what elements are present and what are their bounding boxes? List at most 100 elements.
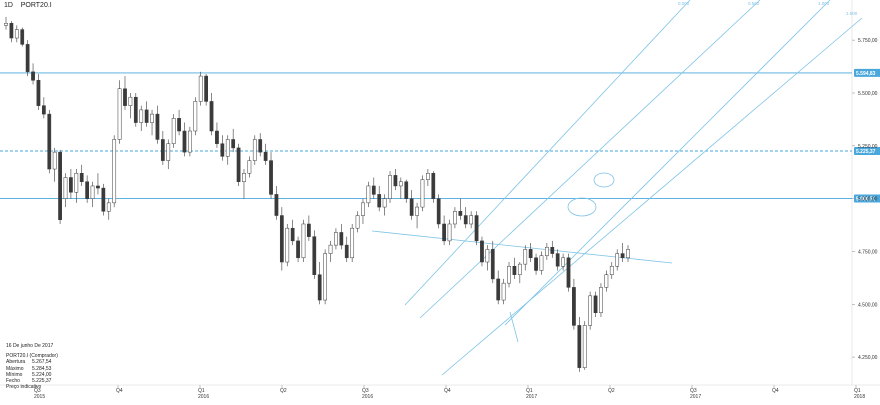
candle-body[interactable]	[534, 257, 538, 271]
candle-body[interactable]	[436, 198, 441, 225]
highlight-ellipse[interactable]	[567, 197, 597, 217]
candle-body[interactable]	[334, 232, 338, 246]
candle-body[interactable]	[323, 253, 327, 301]
candle-body[interactable]	[555, 253, 560, 267]
candle-body[interactable]	[620, 253, 625, 259]
candle-body[interactable]	[209, 101, 214, 132]
candle-body[interactable]	[409, 198, 414, 216]
candle-body[interactable]	[269, 160, 273, 195]
candle-body[interactable]	[63, 177, 68, 199]
candle-body[interactable]	[609, 265, 614, 275]
candle-body[interactable]	[182, 130, 187, 153]
candle-body[interactable]	[458, 211, 463, 216]
candle-body[interactable]	[74, 173, 79, 193]
candle-body[interactable]	[469, 215, 474, 225]
candle-body[interactable]	[501, 282, 506, 301]
candle-body[interactable]	[366, 185, 371, 204]
candle-body[interactable]	[258, 139, 263, 153]
trend-line[interactable]	[509, 311, 519, 343]
candle-body[interactable]	[528, 249, 533, 259]
candle-body[interactable]	[225, 139, 230, 157]
candle-body[interactable]	[58, 151, 62, 221]
candle-body[interactable]	[123, 88, 127, 106]
candle-body[interactable]	[344, 244, 349, 259]
candle-body[interactable]	[350, 227, 355, 259]
candle-body[interactable]	[339, 232, 344, 246]
candle-body[interactable]	[36, 80, 41, 106]
candle-body[interactable]	[112, 139, 117, 204]
candle-body[interactable]	[242, 173, 246, 182]
symbol-label[interactable]: PORT20.I	[20, 2, 52, 9]
fan-line[interactable]	[441, 17, 863, 376]
candle-body[interactable]	[231, 139, 236, 149]
candle-body[interactable]	[155, 113, 160, 140]
candle-body[interactable]	[517, 263, 522, 275]
candle-body[interactable]	[474, 215, 479, 242]
candle-body[interactable]	[41, 105, 46, 115]
candle-body[interactable]	[604, 274, 609, 288]
fan-line[interactable]	[504, 0, 831, 326]
candle-body[interactable]	[128, 96, 133, 106]
candle-body[interactable]	[431, 173, 436, 199]
candle-body[interactable]	[79, 173, 84, 182]
candle-body[interactable]	[198, 75, 203, 102]
candle-body[interactable]	[626, 249, 630, 259]
candle-body[interactable]	[52, 151, 57, 170]
candle-body[interactable]	[355, 215, 360, 229]
candle-body[interactable]	[290, 227, 295, 242]
candle-body[interactable]	[69, 177, 73, 193]
candle-body[interactable]	[512, 265, 517, 275]
candle-body[interactable]	[382, 198, 387, 208]
candle-body[interactable]	[588, 295, 593, 326]
candle-body[interactable]	[404, 181, 409, 199]
candle-body[interactable]	[160, 139, 165, 161]
candle-body[interactable]	[523, 249, 528, 265]
candle-body[interactable]	[4, 22, 8, 26]
candle-body[interactable]	[599, 287, 603, 313]
candle-body[interactable]	[96, 185, 100, 189]
candle-body[interactable]	[9, 22, 14, 39]
candle-body[interactable]	[490, 249, 495, 280]
candle-body[interactable]	[447, 223, 452, 242]
candle-body[interactable]	[539, 255, 544, 271]
candle-body[interactable]	[442, 223, 446, 242]
candle-body[interactable]	[177, 118, 181, 132]
highlight-ellipse[interactable]	[593, 172, 615, 188]
candle-body[interactable]	[106, 202, 111, 212]
candle-body[interactable]	[415, 206, 419, 216]
candle-body[interactable]	[361, 202, 365, 216]
candle-body[interactable]	[47, 113, 52, 170]
candle-body[interactable]	[301, 223, 306, 259]
candle-body[interactable]	[317, 274, 322, 301]
candle-body[interactable]	[393, 175, 398, 187]
candle-body[interactable]	[220, 143, 225, 157]
candle-body[interactable]	[296, 240, 300, 259]
candle-body[interactable]	[252, 139, 257, 161]
candle-body[interactable]	[561, 257, 565, 267]
candle-body[interactable]	[550, 246, 555, 254]
fan-line[interactable]	[404, 0, 691, 306]
candle-body[interactable]	[247, 160, 252, 174]
candle-body[interactable]	[453, 211, 457, 225]
candle-body[interactable]	[215, 130, 219, 144]
candle-body[interactable]	[85, 181, 90, 199]
candle-body[interactable]	[388, 175, 392, 199]
candle-body[interactable]	[615, 253, 620, 267]
candle-body[interactable]	[507, 265, 511, 284]
candle-body[interactable]	[285, 227, 290, 263]
candle-body[interactable]	[139, 109, 144, 123]
candle-body[interactable]	[274, 194, 279, 216]
candle-body[interactable]	[593, 295, 598, 313]
candle-body[interactable]	[20, 29, 25, 45]
candle-body[interactable]	[171, 118, 176, 144]
candle-body[interactable]	[90, 185, 95, 199]
candle-body[interactable]	[14, 29, 19, 39]
candle-body[interactable]	[582, 325, 587, 368]
candle-body[interactable]	[566, 257, 571, 288]
candle-body[interactable]	[426, 173, 430, 180]
candle-body[interactable]	[25, 44, 30, 73]
candle-body[interactable]	[496, 278, 501, 301]
candle-body[interactable]	[204, 75, 208, 102]
